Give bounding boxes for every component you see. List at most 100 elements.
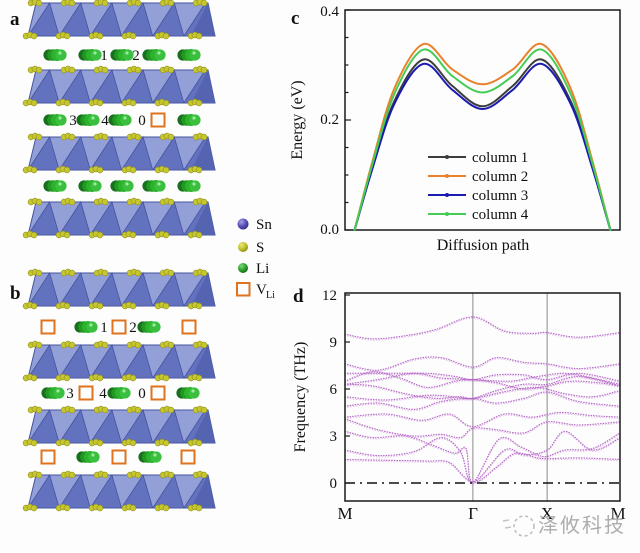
li-atom-part xyxy=(149,321,161,333)
slab-facet xyxy=(89,2,123,37)
li-atom-part xyxy=(188,387,200,399)
s-atom xyxy=(35,66,43,74)
vacancy-square xyxy=(180,449,196,465)
panel-a-structure: a 1 2 3 4 0 xyxy=(10,0,216,239)
slab-facet xyxy=(27,409,60,444)
site-number-label: 1 xyxy=(100,48,108,64)
d-xtick-X: X xyxy=(541,504,553,523)
slab-facet xyxy=(58,2,91,37)
s-atom xyxy=(101,471,109,479)
s-atom xyxy=(167,66,175,74)
vacancy-square xyxy=(181,319,197,335)
sns2-slab xyxy=(22,0,216,40)
s-atom xyxy=(63,231,71,239)
s-atom xyxy=(129,231,137,239)
slab-facet xyxy=(27,136,60,171)
phonon-band-shadow xyxy=(344,432,621,485)
s-atom xyxy=(96,439,104,447)
s-atom-cluster xyxy=(126,0,142,7)
s-atom xyxy=(68,406,76,414)
s-atom-cluster xyxy=(159,0,175,7)
s-atom xyxy=(134,406,142,414)
slab-facet xyxy=(120,69,154,104)
panel-b-structure: b 1 2 3 4 0 xyxy=(10,268,216,512)
s-atom-cluster xyxy=(159,65,175,74)
d-y-axis-title: Frequency (THz) xyxy=(292,342,309,453)
slab-facet xyxy=(120,344,154,379)
slab-facet xyxy=(89,69,123,104)
s-atom xyxy=(129,504,137,512)
s-atom-cluster xyxy=(55,438,71,447)
panel-c-curves xyxy=(353,43,612,231)
d-xtick-M-left: M xyxy=(337,504,352,523)
s-atom-cluster xyxy=(22,503,38,512)
phonon-band xyxy=(344,418,621,439)
s-atom-cluster xyxy=(159,132,175,141)
s-atom xyxy=(63,374,71,382)
slab-facet xyxy=(191,345,215,378)
energy-curve xyxy=(353,48,612,231)
vacancy-square xyxy=(40,449,56,465)
s-atom-cluster xyxy=(159,197,175,206)
s-atom xyxy=(195,374,203,382)
s-atom xyxy=(68,66,76,74)
s-atom-cluster xyxy=(159,405,175,414)
li-atom-highlight xyxy=(157,182,161,186)
s-atom xyxy=(167,341,175,349)
s-atom xyxy=(68,0,76,7)
s-atom-cluster xyxy=(93,197,109,206)
s-atom xyxy=(200,133,208,141)
phonon-band xyxy=(344,386,621,401)
li-atom-highlight xyxy=(58,182,62,186)
panel-c-energy-chart: c 0.0 0.2 0.4 Energy (eV) Diffusion path… xyxy=(289,4,621,254)
s-atom xyxy=(101,198,109,206)
phonon-band xyxy=(344,356,621,371)
watermark-logo-mark xyxy=(504,526,512,529)
s-atom xyxy=(162,32,170,40)
phonon-band-shadow xyxy=(344,317,621,341)
s-atom-cluster xyxy=(192,405,208,414)
phonon-band-shadow xyxy=(344,373,621,383)
s-atom-cluster xyxy=(60,405,76,414)
s-atom xyxy=(162,439,170,447)
legend-label-column1: column 1 xyxy=(472,150,528,166)
s-atom-cluster xyxy=(88,98,104,107)
s-atom xyxy=(195,439,203,447)
s-atom-cluster xyxy=(159,340,175,349)
s-atom-cluster xyxy=(60,0,76,7)
s-atom xyxy=(167,269,175,277)
s-atom xyxy=(195,99,203,107)
s-atom xyxy=(167,0,175,7)
panel-d-gridlines xyxy=(472,293,548,501)
s-atom xyxy=(101,0,109,7)
phonon-band xyxy=(344,430,621,483)
s-atom xyxy=(162,231,170,239)
s-atom-cluster xyxy=(22,373,38,382)
s-atom xyxy=(68,471,76,479)
sns2-slab xyxy=(22,340,216,382)
slab-facet xyxy=(58,272,91,307)
structure-b-drawing: 1 2 3 4 0 xyxy=(22,268,216,512)
li-atom-part xyxy=(122,180,134,192)
s-atom xyxy=(68,133,76,141)
s-atom-cluster xyxy=(126,132,142,141)
li-atom-highlight xyxy=(157,51,161,55)
s-atom-cluster xyxy=(187,31,203,40)
s-atom xyxy=(200,406,208,414)
phonon-band-shadow xyxy=(344,377,621,401)
vacancy-square xyxy=(111,449,127,465)
li-legend-label: Li xyxy=(256,261,269,277)
li-atom xyxy=(43,49,67,61)
s-atom-cluster xyxy=(88,503,104,512)
s-atom xyxy=(30,99,38,107)
s-atom-cluster xyxy=(121,31,137,40)
li-atom-part xyxy=(119,387,131,399)
site-number-label: 3 xyxy=(69,113,77,129)
s-atom-cluster xyxy=(154,503,170,512)
s-atom xyxy=(129,302,137,310)
s-atom-cluster xyxy=(187,230,203,239)
watermark: 泽攸科技 xyxy=(502,514,624,537)
li-atom-highlight xyxy=(58,116,62,120)
li-atom-highlight xyxy=(89,323,93,327)
panel-d-bands xyxy=(344,316,621,485)
